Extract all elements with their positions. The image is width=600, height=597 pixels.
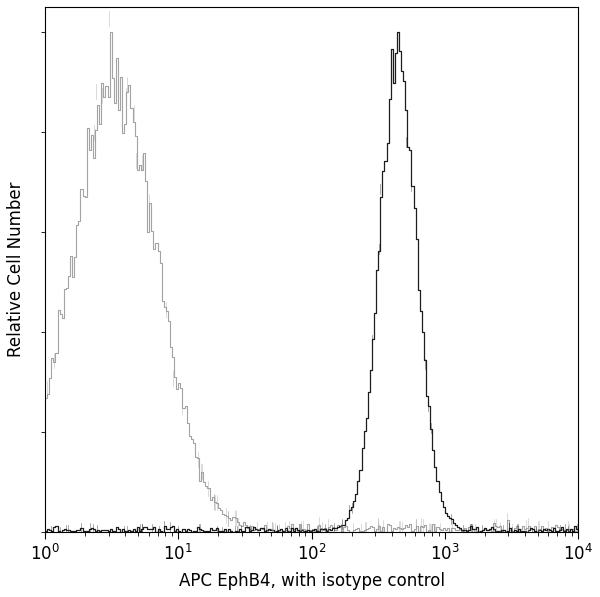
X-axis label: APC EphB4, with isotype control: APC EphB4, with isotype control [179,572,445,590]
Y-axis label: Relative Cell Number: Relative Cell Number [7,181,25,357]
